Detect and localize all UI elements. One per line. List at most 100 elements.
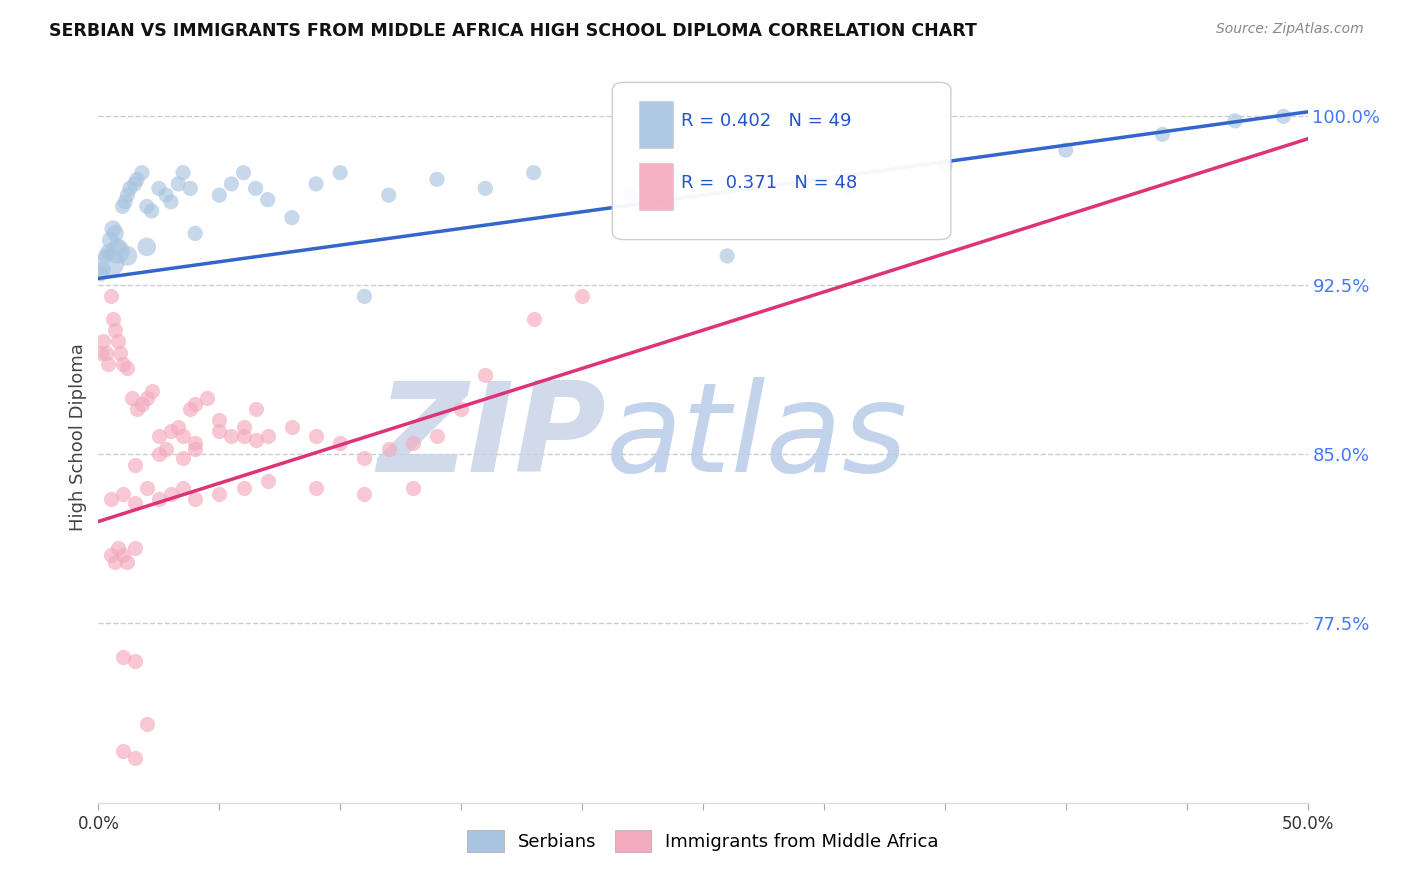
Point: [97, 357, 120, 371]
Point: [100, 233, 122, 247]
Point: [426, 172, 449, 186]
Point: [104, 227, 127, 241]
Point: [167, 420, 190, 434]
Point: [353, 487, 375, 501]
Point: [108, 345, 131, 359]
Point: [195, 391, 218, 405]
Point: [184, 227, 207, 241]
Point: [91, 334, 114, 349]
Point: [208, 425, 231, 439]
Point: [232, 429, 254, 443]
Point: [305, 429, 328, 443]
Point: [111, 487, 134, 501]
Point: [101, 312, 124, 326]
Point: [184, 435, 207, 450]
Point: [90, 267, 112, 281]
Point: [184, 397, 207, 411]
Point: [256, 429, 278, 443]
Text: atlas: atlas: [606, 376, 908, 498]
Point: [131, 397, 153, 411]
Point: [837, 181, 859, 195]
Point: [1054, 143, 1077, 157]
Text: ZIP: ZIP: [378, 376, 606, 498]
Point: [245, 434, 267, 448]
Point: [135, 240, 157, 254]
Point: [90, 345, 112, 359]
Point: [135, 391, 157, 405]
Point: [100, 491, 122, 506]
Point: [329, 435, 352, 450]
Point: [148, 429, 170, 443]
Point: [305, 177, 328, 191]
Point: [100, 289, 122, 303]
Point: [135, 199, 157, 213]
Point: [256, 193, 278, 207]
Text: R = 0.402   N = 49: R = 0.402 N = 49: [682, 112, 852, 129]
Point: [114, 194, 136, 209]
Point: [107, 541, 129, 556]
Point: [121, 391, 143, 405]
Point: [245, 181, 267, 195]
Point: [124, 458, 146, 473]
Point: [256, 474, 278, 488]
Point: [141, 203, 163, 218]
Point: [124, 654, 146, 668]
Point: [127, 401, 149, 416]
Point: [172, 451, 194, 466]
Point: [377, 188, 399, 202]
Point: [117, 249, 139, 263]
Point: [221, 177, 243, 191]
Point: [118, 181, 141, 195]
Point: [100, 548, 122, 562]
Point: [208, 188, 231, 202]
Point: [141, 384, 163, 398]
Point: [172, 481, 194, 495]
Point: [100, 255, 122, 269]
Point: [117, 555, 139, 569]
Point: [426, 429, 449, 443]
Text: R =  0.371   N = 48: R = 0.371 N = 48: [682, 174, 858, 192]
Point: [1152, 128, 1174, 142]
Point: [104, 555, 127, 569]
Point: [281, 211, 304, 225]
Point: [127, 172, 149, 186]
Point: [124, 177, 146, 191]
Point: [402, 435, 425, 450]
Point: [111, 649, 134, 664]
Point: [305, 481, 328, 495]
Point: [523, 312, 546, 326]
Point: [101, 222, 124, 236]
Point: [124, 541, 146, 556]
Point: [131, 166, 153, 180]
Legend: Serbians, Immigrants from Middle Africa: Serbians, Immigrants from Middle Africa: [460, 823, 946, 860]
Point: [107, 244, 129, 259]
Point: [148, 447, 170, 461]
Point: [571, 289, 593, 303]
Point: [124, 496, 146, 510]
Point: [184, 491, 207, 506]
Point: [232, 420, 254, 434]
Point: [377, 442, 399, 457]
Point: [148, 491, 170, 506]
Point: [221, 429, 243, 443]
Point: [402, 481, 425, 495]
Point: [1272, 109, 1295, 123]
Point: [155, 188, 177, 202]
Point: [97, 244, 120, 259]
Point: [450, 401, 472, 416]
Point: [104, 323, 127, 337]
Point: [91, 262, 114, 277]
Point: [353, 451, 375, 466]
Point: [94, 345, 117, 359]
Point: [124, 751, 146, 765]
Point: [1223, 114, 1246, 128]
Point: [160, 487, 183, 501]
Point: [184, 442, 207, 457]
Point: [107, 240, 129, 254]
Point: [179, 401, 201, 416]
Point: [329, 166, 352, 180]
Point: [172, 429, 194, 443]
Point: [523, 166, 546, 180]
Point: [179, 181, 201, 195]
Point: [111, 744, 134, 758]
